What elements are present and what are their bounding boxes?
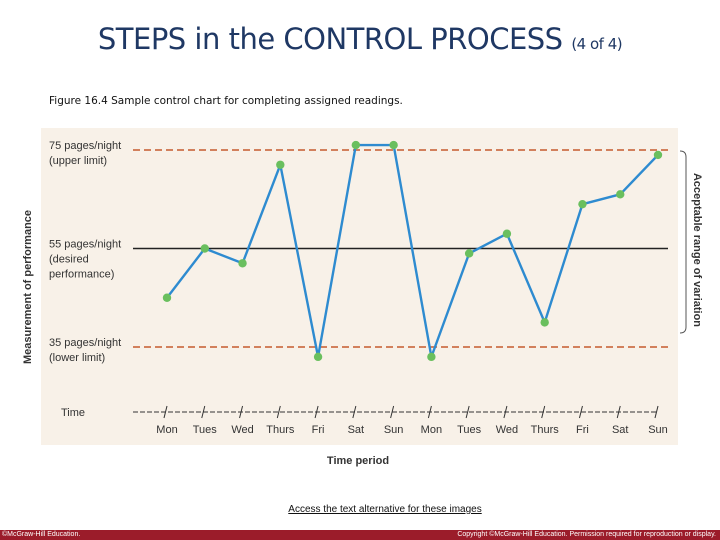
time-tick-6 [390, 405, 395, 419]
time-tick-label-10: Thurs [531, 424, 560, 436]
time-tick-label-12: Sat [612, 424, 629, 436]
data-point-13 [653, 150, 663, 160]
text-alternative-link[interactable]: Access the text alternative for these im… [288, 504, 482, 515]
reference-label-75-1: 75 pages/night [49, 140, 121, 152]
time-tick-8 [465, 405, 470, 419]
time-tick-11 [578, 405, 583, 419]
series-polyline [166, 143, 659, 359]
time-tick-label-5: Sat [348, 424, 365, 436]
data-point-11 [578, 199, 587, 209]
y-axis-title-outer: Measurement of performance [22, 210, 34, 364]
time-axis-title: Time [61, 407, 85, 419]
reference-label-55-1: 55 pages/night [49, 239, 121, 251]
time-tick-label-0: Mon [156, 424, 177, 436]
data-point-8 [464, 249, 474, 258]
reference-label-35-1: 35 pages/night [49, 337, 121, 349]
time-tick-12 [616, 405, 621, 419]
time-tick-label-1: Tues [193, 424, 218, 436]
time-tick-label-13: Sun [648, 424, 668, 436]
time-tick-label-7: Mon [421, 424, 442, 436]
acceptable-range-label: Acceptable range of variation [691, 173, 703, 327]
data-point-3 [276, 160, 285, 169]
series-line [166, 143, 659, 359]
time-tick-label-4: Fri [312, 424, 325, 436]
time-tick-7 [427, 405, 432, 419]
time-tick-13 [654, 405, 659, 419]
time-tick-0 [163, 405, 168, 419]
series-points [162, 140, 663, 362]
reference-labels: 75 pages/night (upper limit) 55 pages/nigh… [49, 140, 121, 364]
footer-bar [0, 530, 720, 540]
data-point-12 [616, 190, 625, 199]
time-axis: Time Mon Tues Wed Thurs Fri Sat Sun Mon Tues Wed Th… [61, 405, 668, 436]
data-point-7 [427, 352, 436, 362]
control-chart-svg: 75 pages/night (upper limit) 55 pages/nigh… [43, 128, 668, 445]
data-point-0 [162, 293, 172, 302]
control-chart: 75 pages/night (upper limit) 55 pages/nigh… [41, 128, 678, 445]
acceptable-range-bracket-outer [679, 150, 687, 334]
slide-title: STEPS in the CONTROL PROCESS (4 of 4) [0, 22, 720, 56]
time-tick-5 [352, 405, 357, 419]
time-tick-1 [201, 405, 206, 419]
time-tick-9 [503, 405, 508, 419]
reference-lines [133, 149, 668, 348]
reference-label-55-3: performance) [49, 269, 114, 281]
data-point-1 [200, 244, 209, 253]
footer-credit: ©McGraw-Hill Education. [2, 531, 81, 538]
reference-label-55-2: (desired [49, 254, 89, 266]
data-point-6 [389, 140, 398, 150]
slide-title-main: STEPS in the CONTROL PROCESS [97, 22, 563, 56]
slide-title-sub: (4 of 4) [571, 35, 623, 53]
time-tick-2 [239, 405, 244, 419]
data-point-5 [351, 140, 361, 150]
reference-label-35-2: (lower limit) [49, 352, 105, 364]
data-point-10 [540, 318, 549, 327]
time-tick-4 [314, 405, 319, 419]
time-tick-label-8: Tues [457, 424, 482, 436]
time-tick-label-3: Thurs [266, 424, 295, 436]
x-axis-title-outer: Time period [327, 455, 389, 467]
time-tick-3 [276, 405, 281, 419]
data-point-2 [238, 259, 247, 268]
time-tick-label-11: Fri [576, 424, 589, 436]
time-tick-label-6: Sun [384, 424, 404, 436]
time-tick-label-9: Wed [496, 424, 518, 436]
reference-label-75-2: (upper limit) [49, 155, 107, 167]
figure-caption: Figure 16.4 Sample control chart for com… [49, 95, 403, 107]
data-point-4 [313, 352, 323, 362]
data-point-9 [502, 229, 512, 238]
time-tick-10 [541, 405, 546, 419]
footer-copyright: Copyright ©McGraw-Hill Education. Permis… [457, 531, 716, 538]
time-tick-label-2: Wed [231, 424, 253, 436]
